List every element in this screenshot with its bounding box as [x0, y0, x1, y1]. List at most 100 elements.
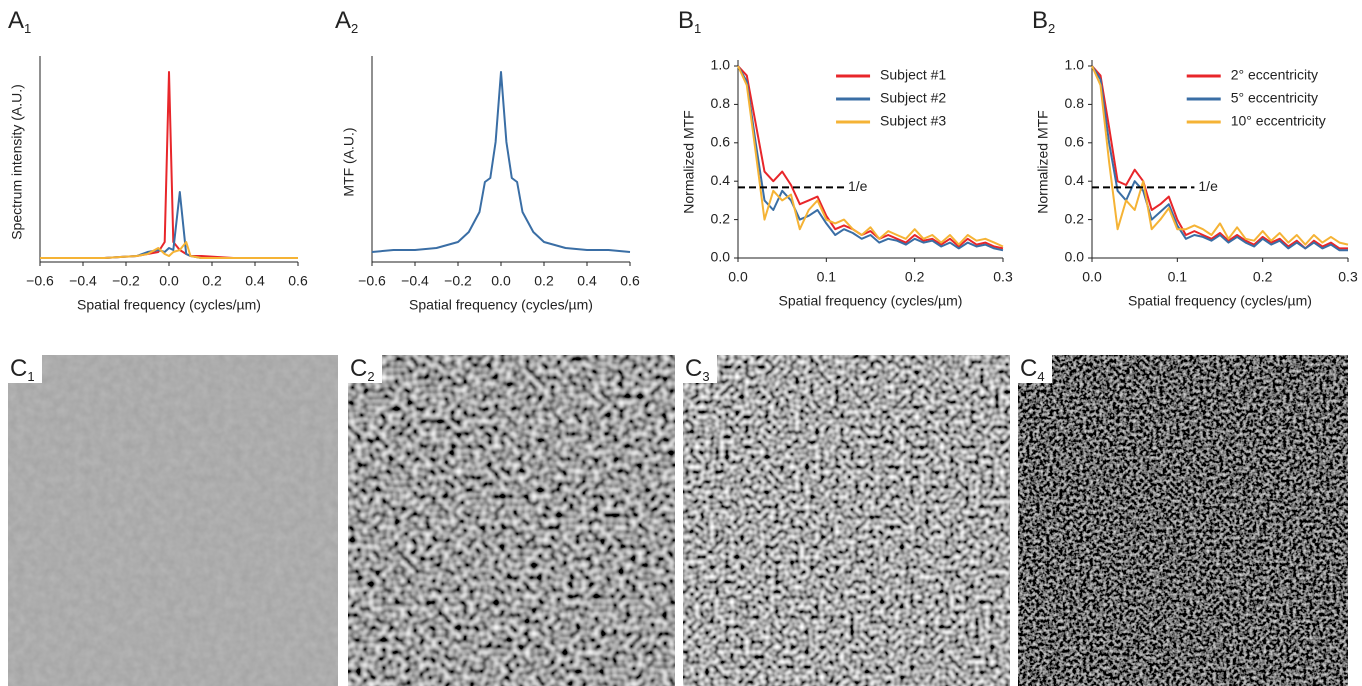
- panel-subscript: 1: [27, 369, 34, 384]
- y-tick-label: 0.4: [1065, 172, 1085, 188]
- data-line: [737, 65, 1004, 252]
- x-tick-label: −0.2: [444, 273, 472, 289]
- chart: B1 0.0 0.1 0.2 0.3 0.0 0.2 0.4 0.6 0.8 1.0 Spatial …: [678, 7, 1013, 308]
- legend-label: Subject #1: [880, 67, 946, 83]
- legend-label: Subject #2: [880, 90, 946, 106]
- panel-label: C3: [685, 355, 710, 384]
- data-line: [1091, 65, 1349, 246]
- x-tick-label: 0.3: [1338, 269, 1358, 285]
- legend-label: 2° eccentricity: [1231, 67, 1318, 83]
- x-tick-label: 0.6: [288, 273, 308, 289]
- retina-image: [683, 355, 1010, 686]
- legend-label: 10° eccentricity: [1231, 113, 1326, 129]
- chart: B2 0.0 0.1 0.2 0.3 0.0 0.2 0.4 0.6 0.8 1.0 Spatial …: [1032, 7, 1358, 308]
- panel-label: A2: [335, 7, 358, 36]
- x-axis-label: Spatial frequency (cycles/µm): [409, 297, 593, 313]
- panel-letter: A: [335, 7, 351, 34]
- panel-letter: A: [8, 7, 24, 34]
- chart: A1 −0.6 −0.4 −0.2 0.0 0.2 0.4 0.6 Spatial freque…: [8, 7, 308, 312]
- x-tick-label: 0.2: [202, 273, 222, 289]
- y-tick-label: 0.0: [1065, 249, 1085, 265]
- y-tick-label: 0.2: [711, 210, 731, 226]
- y-tick-label: 0.6: [1065, 134, 1085, 150]
- legend-label: 5° eccentricity: [1231, 90, 1318, 106]
- x-tick-label: 0.6: [620, 273, 640, 289]
- panel-subscript: 4: [1037, 369, 1044, 384]
- x-tick-label: −0.2: [112, 273, 140, 289]
- x-tick-label: 0.0: [728, 269, 748, 285]
- x-tick-label: 0.2: [534, 273, 554, 289]
- y-tick-label: 0.6: [711, 134, 731, 150]
- panel-subscript: 3: [702, 369, 709, 384]
- panel-subscript: 1: [694, 21, 701, 36]
- data-line: [40, 241, 298, 259]
- panel-letter: C: [10, 355, 27, 382]
- image-panel: C3: [683, 355, 1010, 686]
- x-tick-label: −0.6: [26, 273, 54, 289]
- label-box: [348, 355, 382, 383]
- panel-letter: B: [1032, 7, 1048, 34]
- x-axis-label: Spatial frequency (cycles/µm): [1128, 293, 1312, 309]
- x-tick-label: 0.4: [577, 273, 597, 289]
- x-tick-label: 0.4: [245, 273, 265, 289]
- y-tick-label: 0.2: [1065, 210, 1085, 226]
- panel-subscript: 2: [1048, 21, 1055, 36]
- data-line: [1091, 65, 1348, 252]
- panel-label: A1: [8, 7, 31, 36]
- y-tick-label: 1.0: [711, 57, 731, 73]
- panel-letter: C: [350, 355, 367, 382]
- chart: A2 −0.6 −0.4 −0.2 0.0 0.2 0.4 0.6 Spatial freque…: [335, 7, 640, 312]
- x-tick-label: 0.2: [905, 269, 925, 285]
- panel-letter: B: [678, 7, 694, 34]
- panel-letter: C: [1020, 355, 1037, 382]
- x-tick-label: −0.4: [69, 273, 97, 289]
- data-line: [371, 71, 631, 253]
- y-axis-label: Spectrum intensity (A.U.): [9, 84, 25, 240]
- x-tick-label: 0.0: [491, 273, 511, 289]
- panel-label: B1: [678, 7, 701, 36]
- panel-letter: C: [685, 355, 702, 382]
- x-tick-label: −0.6: [358, 273, 386, 289]
- image-panel: C4: [1018, 355, 1348, 686]
- retina-image: [348, 355, 675, 686]
- x-axis-label: Spatial frequency (cycles/µm): [779, 293, 963, 309]
- data-line: [40, 191, 298, 259]
- y-axis-label: Normalized MTF: [1035, 110, 1051, 213]
- y-axis-label: Normalized MTF: [681, 110, 697, 213]
- threshold-label: 1/e: [848, 178, 868, 194]
- y-tick-label: 1.0: [1065, 57, 1085, 73]
- y-tick-label: 0.4: [711, 172, 731, 188]
- retina-image: [8, 355, 338, 686]
- panel-label: C2: [350, 355, 375, 384]
- x-tick-label: 0.0: [1082, 269, 1102, 285]
- panel-subscript: 2: [351, 21, 358, 36]
- y-tick-label: 0.0: [711, 249, 731, 265]
- panel-label: C1: [10, 355, 35, 384]
- label-box: [8, 355, 42, 383]
- x-axis-label: Spatial frequency (cycles/µm): [77, 297, 261, 313]
- retina-image: [1018, 355, 1348, 686]
- x-tick-label: 0.1: [1168, 269, 1188, 285]
- y-tick-label: 0.8: [1065, 95, 1085, 111]
- data-line: [737, 65, 1004, 250]
- legend-label: Subject #3: [880, 113, 946, 129]
- y-axis-label: MTF (A.U.): [341, 127, 357, 196]
- x-tick-label: 0.1: [817, 269, 837, 285]
- label-box: [1018, 355, 1052, 383]
- x-tick-label: 0.3: [993, 269, 1013, 285]
- panel-subscript: 2: [367, 369, 374, 384]
- panel-label: C4: [1020, 355, 1045, 384]
- x-tick-label: 0.2: [1253, 269, 1273, 285]
- x-tick-label: 0.0: [159, 273, 179, 289]
- image-panel: C1: [8, 355, 338, 686]
- panel-subscript: 1: [24, 21, 31, 36]
- label-box: [683, 355, 717, 383]
- data-line: [40, 71, 298, 259]
- threshold-label: 1/e: [1198, 178, 1218, 194]
- image-panel: C2: [348, 355, 675, 686]
- data-line: [737, 65, 1004, 248]
- x-tick-label: −0.4: [401, 273, 429, 289]
- y-tick-label: 0.8: [711, 95, 731, 111]
- panel-label: B2: [1032, 7, 1055, 36]
